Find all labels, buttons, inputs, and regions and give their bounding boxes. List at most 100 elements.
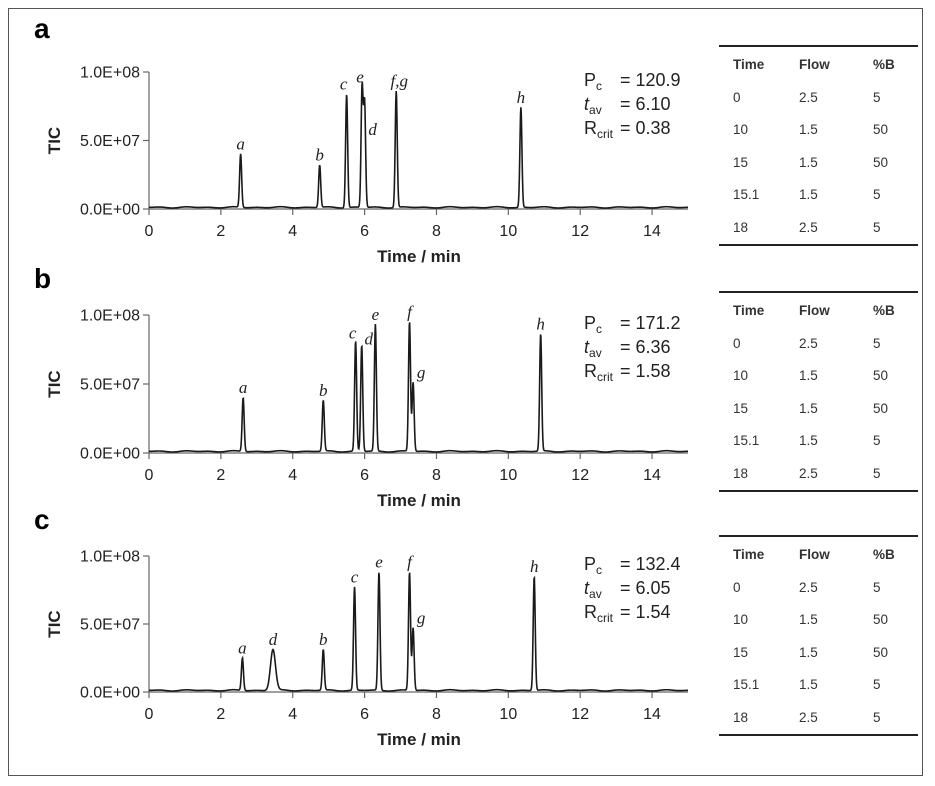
stat-line: Rcrit = 0.38 <box>584 118 671 141</box>
table-header: %B <box>873 302 895 318</box>
peak-label: a <box>238 638 247 657</box>
table-cell: 2.5 <box>799 709 818 725</box>
table-cell: 50 <box>873 612 889 628</box>
y-tick-label: 5.0E+07 <box>80 377 140 394</box>
gradient-table-c: Time Flow %B 0 2.5 5 10 1.5 50 15 1.5 50 15.1 1… <box>719 535 918 736</box>
stat-value: = 132.4 <box>620 554 681 574</box>
y-tick-label: 5.0E+07 <box>80 133 140 150</box>
x-tick-label: 14 <box>643 706 661 723</box>
x-axis-title: Time / min <box>377 247 461 266</box>
stat-line: tav = 6.05 <box>584 578 671 601</box>
panel-label: b <box>34 263 51 294</box>
table-cell: 1.5 <box>799 187 818 203</box>
x-axis-title: Time / min <box>377 491 461 510</box>
peak-label: d <box>368 120 377 139</box>
table-row: 18 2.5 5 <box>719 211 918 245</box>
table-cell: 1.5 <box>799 644 818 660</box>
y-tick-label: 5.0E+07 <box>80 617 140 634</box>
table-cell: 1.5 <box>799 433 818 449</box>
table-cell: 1.5 <box>799 612 818 628</box>
x-tick-label: 14 <box>643 467 661 484</box>
peak-label: d <box>269 630 278 649</box>
peak-label: h <box>517 88 526 107</box>
table-header: Time <box>733 56 765 72</box>
x-tick-label: 0 <box>145 223 154 240</box>
stat-line: Pc = 171.2 <box>584 313 681 336</box>
x-tick-label: 8 <box>432 223 441 240</box>
x-tick-label: 10 <box>499 467 517 484</box>
table-header: %B <box>873 56 895 72</box>
peak-label: e <box>356 67 364 86</box>
peak-label: b <box>319 381 328 400</box>
table-header: Time <box>733 546 765 562</box>
peak-label: e <box>372 305 380 324</box>
peak-label: f,g <box>390 72 407 91</box>
stat-subscript: c <box>596 563 602 577</box>
stat-value: = 6.36 <box>620 337 671 357</box>
table-header: Flow <box>799 546 830 562</box>
peak-label: g <box>417 363 426 382</box>
y-tick-label: 0.0E+00 <box>80 685 140 702</box>
x-tick-label: 12 <box>571 706 589 723</box>
x-tick-label: 0 <box>145 706 154 723</box>
peak-label: f <box>407 302 414 321</box>
table-cell: 15 <box>733 644 749 660</box>
peak-label: c <box>351 568 359 587</box>
table-header: %B <box>873 546 895 562</box>
gradient-table-a: Time Flow %B 0 2.5 5 10 1.5 50 15 1.5 50 15.1 1… <box>719 45 918 246</box>
stat-line: Rcrit = 1.54 <box>584 602 671 625</box>
peak-label: a <box>239 378 248 397</box>
peak-label: a <box>236 135 245 154</box>
x-tick-label: 8 <box>432 467 441 484</box>
table-cell: 18 <box>733 465 749 481</box>
y-tick-label: 0.0E+00 <box>80 202 140 219</box>
table-cell: 50 <box>873 644 889 660</box>
stat-value: = 1.54 <box>620 602 671 622</box>
stat-symbol: t <box>584 337 590 357</box>
stat-symbol: P <box>584 313 596 333</box>
table-row: 0 2.5 5 <box>719 571 918 604</box>
x-tick-label: 8 <box>432 706 441 723</box>
table-cell: 50 <box>873 368 889 384</box>
x-tick-label: 0 <box>145 467 154 484</box>
table-cell: 15 <box>733 154 749 170</box>
table-cell: 5 <box>873 433 881 449</box>
peak-label: e <box>375 553 383 572</box>
peak-label: g <box>417 608 426 627</box>
table-row: 10 1.5 50 <box>719 114 918 147</box>
table-row: 15 1.5 50 <box>719 392 918 425</box>
peak-label: f <box>407 553 414 572</box>
table-cell: 50 <box>873 154 889 170</box>
x-tick-label: 14 <box>643 223 661 240</box>
stat-subscript: c <box>596 79 602 93</box>
table-row: 18 2.5 5 <box>719 457 918 491</box>
table-cell: 5 <box>873 89 881 105</box>
table-cell: 15.1 <box>733 677 760 693</box>
stat-symbol: P <box>584 554 596 574</box>
table-row: 15.1 1.5 5 <box>719 669 918 702</box>
stat-subscript: crit <box>597 370 614 384</box>
table-cell: 5 <box>873 677 881 693</box>
stat-line: Pc = 120.9 <box>584 70 681 93</box>
table-row: 15 1.5 50 <box>719 636 918 669</box>
table-cell: 15 <box>733 400 749 416</box>
x-tick-label: 12 <box>571 467 589 484</box>
peak-label: b <box>319 630 328 649</box>
table-row: 10 1.5 50 <box>719 360 918 393</box>
y-tick-label: 0.0E+00 <box>80 446 140 463</box>
x-tick-label: 6 <box>360 706 369 723</box>
table-row: 15.1 1.5 5 <box>719 179 918 212</box>
stat-subscript: av <box>589 587 602 601</box>
table-cell: 1.5 <box>799 154 818 170</box>
stat-value: = 1.58 <box>620 361 671 381</box>
table-row: 0 2.5 5 <box>719 81 918 114</box>
stat-symbol: R <box>584 602 597 622</box>
x-tick-label: 4 <box>288 706 297 723</box>
stat-value: = 171.2 <box>620 313 681 333</box>
peak-label: c <box>349 324 357 343</box>
table-header: Flow <box>799 56 830 72</box>
table-cell: 0 <box>733 89 741 105</box>
y-tick-label: 1.0E+08 <box>80 549 140 566</box>
table-cell: 5 <box>873 335 881 351</box>
table-cell: 15.1 <box>733 433 760 449</box>
